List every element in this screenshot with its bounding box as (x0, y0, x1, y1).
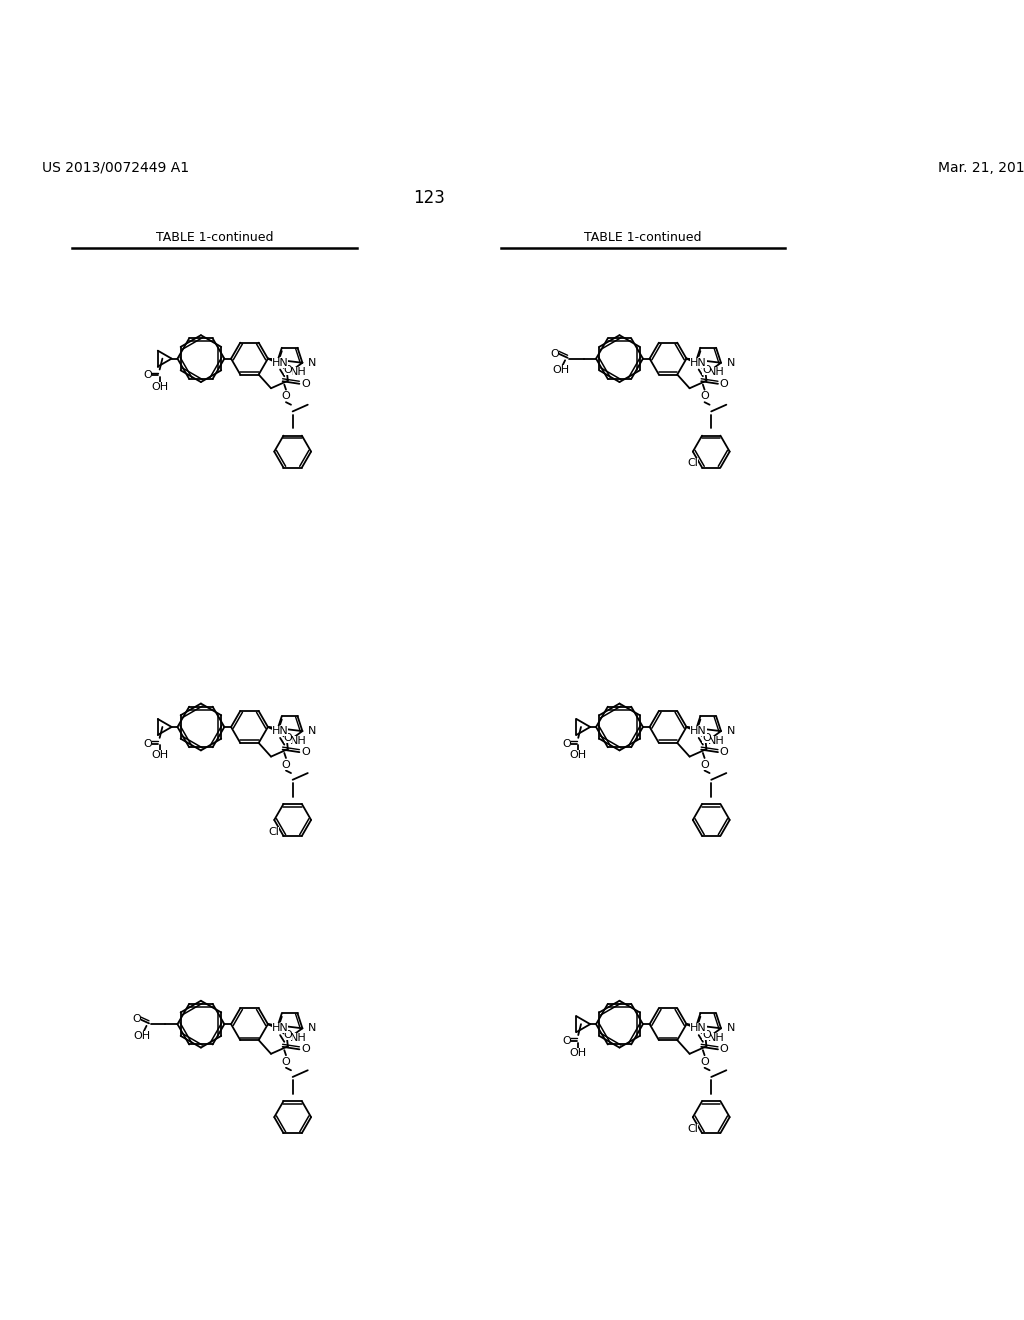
Text: HN: HN (690, 726, 708, 737)
Text: O: O (720, 1044, 728, 1055)
Text: OH: OH (569, 1048, 587, 1057)
Text: O: O (702, 364, 711, 375)
Text: NH: NH (290, 367, 306, 378)
Text: US 2013/0072449 A1: US 2013/0072449 A1 (42, 161, 189, 174)
Text: NH: NH (290, 1034, 306, 1043)
Text: O: O (301, 379, 310, 389)
Text: Cl: Cl (687, 1123, 698, 1134)
Text: 123: 123 (413, 189, 444, 207)
Text: TABLE 1-continued: TABLE 1-continued (156, 231, 273, 244)
Text: O: O (301, 747, 310, 758)
Text: O: O (702, 1030, 711, 1040)
Text: O: O (282, 1057, 291, 1067)
Text: O: O (143, 739, 153, 748)
Text: O: O (720, 379, 728, 389)
Text: HN: HN (271, 726, 289, 737)
Text: O: O (132, 1014, 141, 1024)
Text: O: O (720, 747, 728, 758)
Text: O: O (284, 364, 293, 375)
Text: Cl: Cl (687, 458, 698, 469)
Text: TABLE 1-continued: TABLE 1-continued (585, 231, 701, 244)
Text: NH: NH (709, 367, 725, 378)
Text: O: O (284, 733, 293, 743)
Text: N: N (308, 1023, 316, 1034)
Text: OH: OH (152, 381, 168, 392)
Text: O: O (562, 739, 571, 748)
Text: O: O (700, 760, 709, 770)
Text: NH: NH (709, 1034, 725, 1043)
Text: N: N (308, 726, 316, 737)
Text: OH: OH (152, 751, 168, 760)
Text: O: O (284, 1030, 293, 1040)
Text: HN: HN (271, 358, 289, 368)
Text: OH: OH (552, 366, 569, 375)
Text: Cl: Cl (268, 826, 280, 837)
Text: O: O (702, 733, 711, 743)
Text: N: N (727, 726, 735, 737)
Text: HN: HN (271, 1023, 289, 1034)
Text: O: O (301, 1044, 310, 1055)
Text: N: N (727, 358, 735, 368)
Text: OH: OH (134, 1031, 151, 1041)
Text: O: O (282, 391, 291, 401)
Text: HN: HN (690, 358, 708, 368)
Text: HN: HN (690, 1023, 708, 1034)
Text: N: N (727, 1023, 735, 1034)
Text: O: O (282, 760, 291, 770)
Text: OH: OH (569, 751, 587, 760)
Text: O: O (551, 348, 559, 359)
Text: O: O (700, 391, 709, 401)
Text: NH: NH (709, 735, 725, 746)
Text: Mar. 21, 2013: Mar. 21, 2013 (938, 161, 1024, 174)
Text: O: O (143, 371, 153, 380)
Text: O: O (700, 1057, 709, 1067)
Text: NH: NH (290, 735, 306, 746)
Text: O: O (562, 1036, 571, 1045)
Text: N: N (308, 358, 316, 368)
